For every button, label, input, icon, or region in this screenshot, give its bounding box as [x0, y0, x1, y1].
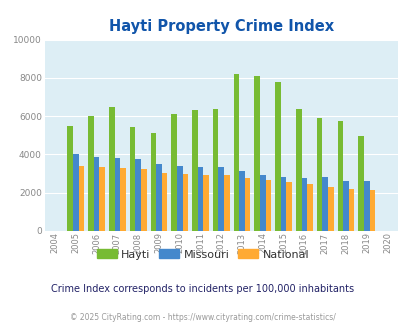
Bar	[265, 180, 271, 231]
Bar	[254, 76, 259, 231]
Bar	[259, 175, 265, 231]
Bar	[280, 178, 286, 231]
Bar	[295, 110, 301, 231]
Bar	[218, 167, 224, 231]
Bar	[307, 184, 312, 231]
Bar	[224, 176, 229, 231]
Bar	[99, 167, 105, 231]
Bar	[120, 168, 126, 231]
Bar	[130, 127, 135, 231]
Bar	[369, 190, 374, 231]
Bar	[192, 111, 197, 231]
Bar	[348, 189, 354, 231]
Bar	[114, 158, 120, 231]
Bar	[203, 175, 209, 231]
Bar	[182, 174, 188, 231]
Bar	[244, 178, 250, 231]
Bar	[79, 166, 84, 231]
Bar	[301, 178, 307, 231]
Bar	[342, 181, 348, 231]
Bar	[358, 136, 363, 231]
Bar	[239, 171, 244, 231]
Bar	[197, 167, 203, 231]
Bar	[141, 169, 146, 231]
Bar	[337, 121, 342, 231]
Bar	[94, 157, 99, 231]
Bar	[316, 118, 322, 231]
Legend: Hayti, Missouri, National: Hayti, Missouri, National	[92, 245, 313, 264]
Bar	[322, 178, 327, 231]
Bar	[286, 182, 291, 231]
Bar	[161, 173, 167, 231]
Bar	[233, 74, 239, 231]
Title: Hayti Property Crime Index: Hayti Property Crime Index	[109, 19, 333, 34]
Bar	[109, 107, 114, 231]
Bar	[171, 114, 177, 231]
Bar	[327, 187, 333, 231]
Text: © 2025 CityRating.com - https://www.cityrating.com/crime-statistics/: © 2025 CityRating.com - https://www.city…	[70, 313, 335, 322]
Bar	[212, 110, 218, 231]
Bar	[363, 181, 369, 231]
Bar	[67, 126, 73, 231]
Bar	[73, 154, 79, 231]
Bar	[135, 159, 141, 231]
Bar	[150, 133, 156, 231]
Bar	[156, 164, 161, 231]
Text: Crime Index corresponds to incidents per 100,000 inhabitants: Crime Index corresponds to incidents per…	[51, 284, 354, 294]
Bar	[88, 116, 94, 231]
Bar	[275, 82, 280, 231]
Bar	[177, 166, 182, 231]
